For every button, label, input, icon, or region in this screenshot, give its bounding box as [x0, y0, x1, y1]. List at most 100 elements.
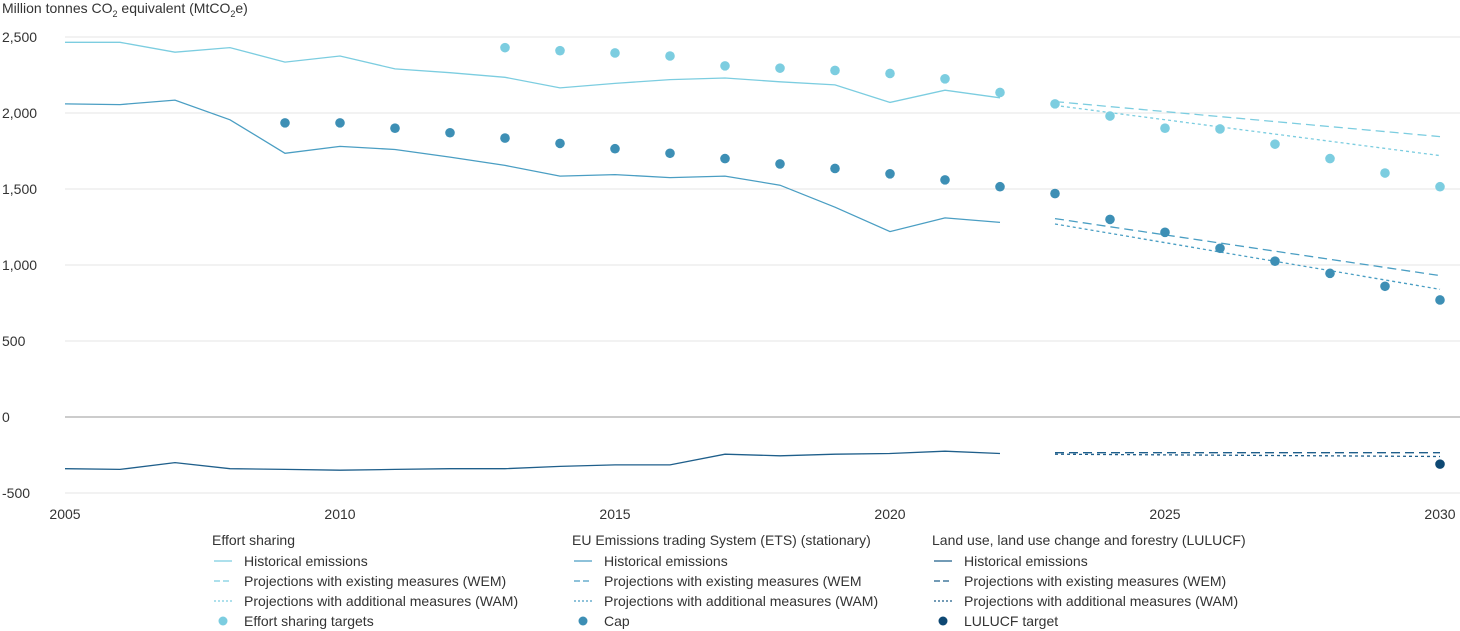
ets-marker-point — [280, 118, 290, 128]
legend-item: Projections with existing measures (WEM — [572, 571, 878, 591]
legend-group-effort: Effort sharing Historical emissions Projec… — [212, 531, 518, 631]
lulucf-dotted-line — [1054, 453, 1441, 458]
legend-title: Effort sharing — [212, 532, 296, 548]
legend-label: Historical emissions — [964, 553, 1088, 569]
legend-label: Projections with additional measures (WA… — [244, 593, 519, 609]
ets-marker-point — [1105, 214, 1115, 225]
ets-marker-point — [1435, 295, 1445, 305]
effort-marker-point — [1105, 111, 1115, 121]
legend-swatch — [934, 580, 952, 582]
ets-dashed-line — [1054, 217, 1441, 277]
x-tick-label: 2020 — [874, 506, 905, 522]
ets-marker-point — [775, 159, 785, 169]
legend-item: Projections with additional measures (WA… — [212, 591, 518, 611]
effort-marker-point — [720, 61, 730, 71]
ets-marker-point — [500, 133, 510, 143]
y-tick-label: 500 — [2, 333, 26, 349]
ets-marker-point — [555, 138, 565, 149]
effort-dotted-line — [1054, 104, 1441, 157]
legend-swatch — [574, 600, 592, 602]
effort-marker-point — [940, 74, 950, 84]
legend-item: Historical emissions — [212, 551, 518, 571]
legend-label: LULUCF target — [964, 613, 1059, 629]
ets-marker-point — [995, 181, 1005, 192]
ets-marker-point — [665, 148, 675, 159]
y-tick-label: 2,500 — [2, 29, 37, 45]
y-tick-label: 2,000 — [2, 105, 37, 121]
emissions-chart: 2,500 2,000 1,500 1,000 500 0 -500 2005 2010 2015… — [2, 29, 1460, 522]
legend-item: Projections with existing measures (WEM) — [212, 571, 518, 591]
legend-swatch — [574, 580, 592, 582]
effort-marker-point — [775, 63, 785, 73]
effort-marker-point — [1270, 139, 1280, 149]
ets-marker-point — [335, 118, 345, 128]
legend-label: Projections with existing measures (WEM) — [964, 573, 1227, 589]
ets-marker-point — [720, 153, 730, 164]
legend-swatch — [214, 600, 232, 602]
ets-marker-point — [445, 127, 455, 138]
grid-lines — [65, 36, 1460, 494]
effort-marker-point — [830, 65, 840, 76]
y-axis-label: Million tonnes CO2 equivalent (MtCO2e) — [2, 0, 248, 19]
x-tick-label: 2030 — [1424, 506, 1455, 522]
effort-marker-point — [610, 48, 620, 58]
x-tick-label: 2005 — [49, 506, 80, 522]
effort-marker-point — [1435, 181, 1445, 192]
effort-marker-point — [995, 87, 1005, 98]
tick-labels: 2,500 2,000 1,500 1,000 500 0 -500 2005 2010 2015… — [2, 29, 1456, 522]
x-tick-label: 2025 — [1149, 506, 1180, 522]
legend-group-lulucf: Land use, land use change and forestry (… — [932, 531, 1246, 631]
legend-group-ets: EU Emissions trading System (ETS) (stati… — [572, 531, 878, 631]
effort-marker-point — [665, 51, 675, 61]
legend-swatch — [214, 560, 232, 562]
ets-marker-point — [610, 143, 620, 154]
ets-marker-point — [1160, 227, 1170, 238]
ets-marker-point — [940, 175, 950, 185]
legend-label: Historical emissions — [244, 553, 368, 569]
effort-marker-point — [1160, 123, 1170, 133]
y-tick-label: 0 — [2, 409, 10, 425]
legend-swatch — [934, 560, 952, 562]
legend-label: Cap — [604, 613, 630, 629]
ets-marker-point — [830, 163, 840, 174]
lulucf-marker-point — [1435, 459, 1445, 469]
legend-item: LULUCF target — [932, 611, 1246, 631]
effort-solid-line — [65, 41, 1001, 104]
legend-item: Effort sharing targets — [212, 611, 518, 631]
ets-dotted-line — [1054, 223, 1441, 290]
ets-marker-point — [1215, 243, 1225, 254]
legend-label: Projections with existing measures (WEM — [604, 573, 862, 589]
legend-item: Projections with additional measures (WA… — [932, 591, 1246, 611]
legend-label: Effort sharing targets — [244, 613, 374, 629]
legend-title: EU Emissions trading System (ETS) (stati… — [572, 532, 871, 548]
legend-item: Cap — [572, 611, 878, 631]
ets-marker-point — [1380, 281, 1390, 292]
legend-item: Projections with existing measures (WEM) — [932, 571, 1246, 591]
x-tick-label: 2010 — [324, 506, 355, 522]
legend-label: Projections with additional measures (WA… — [604, 593, 879, 609]
x-tick-label: 2015 — [599, 506, 630, 522]
effort-dashed-line — [1054, 100, 1441, 138]
effort-marker-point — [1215, 124, 1225, 134]
effort-marker-point — [555, 45, 565, 56]
legend-item: Historical emissions — [572, 551, 878, 571]
legend-label: Projections with existing measures (WEM) — [244, 573, 507, 589]
legend-swatch — [214, 580, 232, 582]
y-tick-label: -500 — [2, 485, 30, 501]
effort-marker-point — [500, 42, 510, 53]
lulucf-solid-line — [64, 450, 1001, 471]
effort-marker-point — [1380, 168, 1390, 178]
legend-swatch — [218, 616, 228, 626]
legend-title: Land use, land use change and forestry (… — [932, 532, 1246, 548]
legend-label: Historical emissions — [604, 553, 728, 569]
legend-swatch — [938, 616, 948, 626]
ets-marker-point — [885, 169, 895, 179]
legend-item: Historical emissions — [932, 551, 1246, 571]
legend-label: Projections with additional measures (WA… — [964, 593, 1239, 609]
ets-solid-line — [64, 99, 1001, 233]
ets-marker-point — [1050, 188, 1060, 199]
effort-marker-point — [885, 68, 895, 79]
legend-swatch — [934, 600, 952, 602]
effort-marker-point — [1050, 99, 1060, 109]
ets-marker-point — [390, 123, 400, 133]
